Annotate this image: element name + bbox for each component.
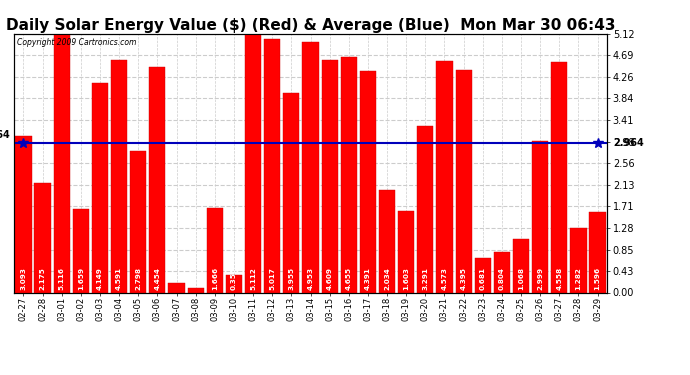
Text: 1.603: 1.603	[403, 267, 409, 290]
Text: 0.355: 0.355	[231, 267, 237, 290]
Text: 5.017: 5.017	[269, 267, 275, 290]
Text: 5.112: 5.112	[250, 267, 256, 290]
Bar	[188, 288, 204, 292]
Text: 2.175: 2.175	[39, 267, 46, 290]
Text: 3.291: 3.291	[422, 267, 428, 290]
Bar	[436, 62, 453, 292]
Bar	[245, 34, 262, 292]
Text: 4.953: 4.953	[308, 267, 313, 290]
Text: 1.282: 1.282	[575, 267, 582, 290]
Text: 2.034: 2.034	[384, 267, 390, 290]
Text: 2.964: 2.964	[0, 130, 10, 140]
Bar	[72, 209, 89, 292]
Text: 2.999: 2.999	[538, 267, 543, 290]
Bar	[589, 212, 606, 292]
Bar	[92, 83, 108, 292]
Text: 4.558: 4.558	[556, 267, 562, 290]
Bar	[398, 211, 415, 292]
Text: 0.681: 0.681	[480, 267, 486, 290]
Text: 3.093: 3.093	[21, 267, 26, 290]
Bar	[359, 70, 376, 292]
Text: 2.964: 2.964	[613, 138, 644, 148]
Text: 4.609: 4.609	[326, 267, 333, 290]
Bar	[168, 283, 185, 292]
Bar	[532, 141, 549, 292]
Text: 2.798: 2.798	[135, 267, 141, 290]
Text: 0.804: 0.804	[499, 267, 505, 290]
Bar	[513, 238, 529, 292]
Text: 4.573: 4.573	[442, 267, 448, 290]
Bar	[341, 57, 357, 292]
Text: 4.655: 4.655	[346, 267, 352, 290]
Bar	[130, 151, 146, 292]
Bar	[475, 258, 491, 292]
Bar	[207, 208, 223, 292]
Bar	[302, 42, 319, 292]
Bar	[494, 252, 510, 292]
Text: 5.116: 5.116	[59, 267, 65, 290]
Bar	[149, 68, 166, 292]
Text: 1.596: 1.596	[595, 267, 600, 290]
Bar	[34, 183, 50, 292]
Bar	[551, 62, 567, 292]
Text: 4.454: 4.454	[155, 267, 160, 290]
Bar	[264, 39, 280, 292]
Bar	[379, 190, 395, 292]
Text: 1.068: 1.068	[518, 267, 524, 290]
Text: 1.659: 1.659	[78, 267, 83, 290]
Text: Copyright 2009 Cartronics.com: Copyright 2009 Cartronics.com	[17, 38, 136, 46]
Text: 4.149: 4.149	[97, 267, 103, 290]
Text: 4.591: 4.591	[116, 267, 122, 290]
Text: 3.955: 3.955	[288, 267, 295, 290]
Text: 4.391: 4.391	[365, 267, 371, 290]
Bar	[417, 126, 433, 292]
Bar	[571, 228, 586, 292]
Bar	[111, 60, 127, 292]
Bar	[322, 60, 338, 292]
Title: Daily Solar Energy Value ($) (Red) & Average (Blue)  Mon Mar 30 06:43: Daily Solar Energy Value ($) (Red) & Ave…	[6, 18, 615, 33]
Text: 4.395: 4.395	[461, 267, 466, 290]
Bar	[54, 34, 70, 292]
Bar	[283, 93, 299, 292]
Text: 1.666: 1.666	[212, 267, 218, 290]
Bar	[455, 70, 472, 292]
Bar	[15, 136, 32, 292]
Bar	[226, 274, 242, 292]
